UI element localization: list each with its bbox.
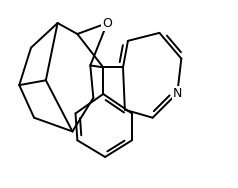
Text: O: O [102, 17, 112, 30]
Text: N: N [173, 86, 182, 100]
